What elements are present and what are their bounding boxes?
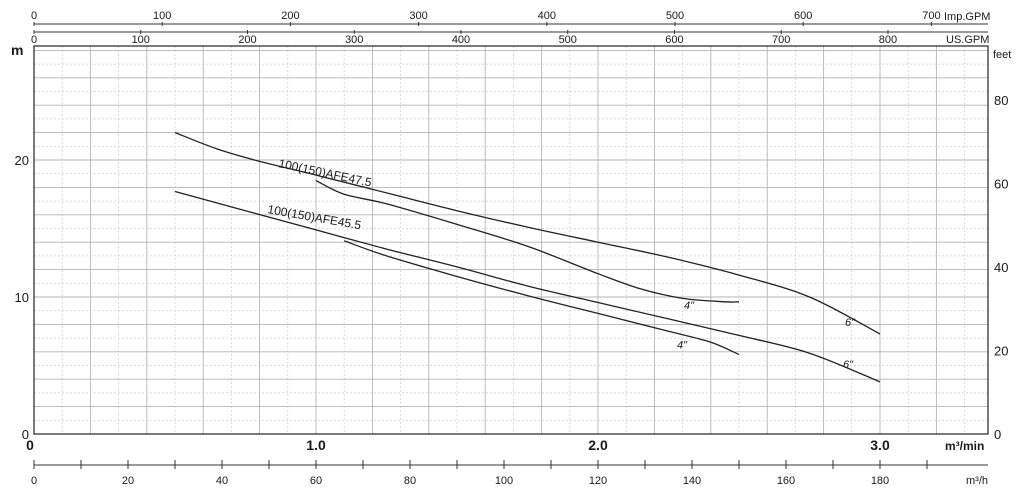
y-tick-label-feet: 0 <box>994 427 1001 442</box>
performance-curve <box>174 131 881 335</box>
y-tick-label-feet: 40 <box>994 260 1008 275</box>
x-tick-label: 2.0 <box>588 437 608 453</box>
imp-gpm-tick-label: 400 <box>538 10 556 22</box>
x-tick-label: 1.0 <box>306 437 326 453</box>
us-gpm-tick-label: 300 <box>345 34 363 46</box>
y-unit-left: m <box>11 42 23 58</box>
x-unit: m³/min <box>945 439 984 453</box>
imp-gpm-tick-label: 200 <box>281 10 299 22</box>
curves <box>174 131 881 383</box>
us-gpm-tick-label: 800 <box>879 34 897 46</box>
us-gpm-tick-label: 600 <box>665 34 683 46</box>
grid <box>34 46 988 434</box>
y-tick-label-feet: 80 <box>994 93 1008 108</box>
diameter-label: 4" <box>677 340 688 352</box>
imp-gpm-unit: Imp.GPM <box>944 11 990 23</box>
imp-gpm-tick-label: 500 <box>666 10 684 22</box>
performance-curve <box>174 190 881 383</box>
us-gpm-axis: 0 100 200 300 400 500 600 700 800 <box>31 30 897 46</box>
y-tick-label-feet: 20 <box>994 343 1008 358</box>
diameter-label: 4" <box>684 300 695 312</box>
us-gpm-unit: US.GPM <box>946 34 989 46</box>
m3h-unit: m³/h <box>966 475 988 487</box>
y-tick-label-m: 10 <box>15 290 29 305</box>
x-tick-label: 3.0 <box>870 437 890 453</box>
y-unit-right: feet <box>993 49 1011 61</box>
imp-gpm-tick-label: 300 <box>409 10 427 22</box>
m3h-tick-label: 80 <box>404 475 416 487</box>
x-axis-m3min: 0 1.0 2.0 3.0 <box>26 437 890 453</box>
m3h-tick-label: 180 <box>871 475 889 487</box>
performance-curve <box>315 180 740 303</box>
us-gpm-tick-label: 500 <box>559 34 577 46</box>
imp-gpm-tick-label: 100 <box>153 10 171 22</box>
m3h-tick-label: 40 <box>216 475 228 487</box>
model-label: 100(150)AFE47.5 <box>277 156 373 189</box>
y-tick-label-m: 20 <box>15 153 29 168</box>
us-gpm-tick-label: 700 <box>772 34 790 46</box>
model-label: 100(150)AFE45.5 <box>266 202 362 232</box>
y-tick-label-feet: 60 <box>994 176 1008 191</box>
imp-gpm-axis: 0 100 200 300 400 500 600 700 <box>31 10 941 26</box>
diameter-label: 6" <box>845 317 856 329</box>
y-tick-label-m: 0 <box>22 427 29 442</box>
imp-gpm-tick-label: 600 <box>794 10 812 22</box>
m3h-tick-label: 60 <box>310 475 322 487</box>
imp-gpm-tick-label: 0 <box>31 10 37 22</box>
plot-frame <box>33 45 989 435</box>
m3h-tick-label: 0 <box>31 475 37 487</box>
us-gpm-tick-label: 0 <box>31 34 37 46</box>
m3h-tick-label: 20 <box>122 475 134 487</box>
curve-labels: 6" 4" 6" 4" 100(150)AFE47.5 100(150)AFE45.5 <box>266 156 856 371</box>
y-axis-left: 0 10 20 <box>15 153 29 442</box>
m3h-tick-label: 160 <box>777 475 795 487</box>
us-gpm-tick-label: 100 <box>132 34 150 46</box>
performance-curve <box>343 240 740 356</box>
m3h-tick-label: 140 <box>683 475 701 487</box>
m3h-axis: 0 20 40 60 80 100 120 140 160 180 <box>31 460 928 487</box>
m3h-tick-label: 120 <box>589 475 607 487</box>
diameter-label: 6" <box>843 359 854 371</box>
us-gpm-tick-label: 400 <box>452 34 470 46</box>
us-gpm-tick-label: 200 <box>238 34 256 46</box>
x-tick-label: 0 <box>26 437 34 453</box>
imp-gpm-tick-label: 700 <box>922 10 940 22</box>
m3h-tick-label: 100 <box>495 475 513 487</box>
y-axis-right: 0 20 40 60 80 <box>994 93 1008 442</box>
